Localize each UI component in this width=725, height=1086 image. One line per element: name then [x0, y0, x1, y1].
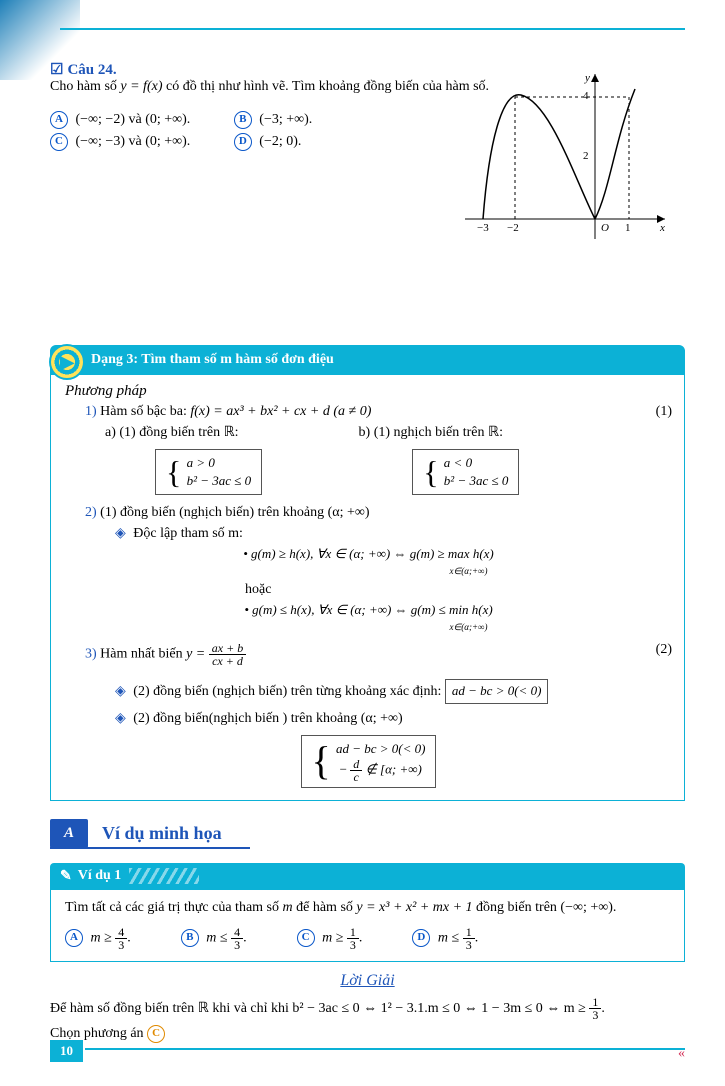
- vidu-header: Ví dụ 1: [50, 863, 685, 890]
- box-a-l1: a > 0: [187, 455, 215, 470]
- option-A-text: (−∞; −2) và (0; +∞).: [76, 112, 191, 127]
- options-col-2: B (−3; +∞). D (−2; 0).: [234, 107, 313, 155]
- num-2: 2): [85, 505, 97, 520]
- sub3b-line: ◈ (2) đồng biến(nghịch biến ) trên khoản…: [115, 710, 672, 727]
- phuong-phap: Phương pháp: [65, 383, 672, 400]
- tick-1: 1: [625, 222, 631, 234]
- item1-eq: f(x) = ax³ + bx² + cx + d (a ≠ 0): [190, 404, 371, 419]
- box-b-l1: a < 0: [444, 455, 472, 470]
- circle-D-icon: D: [234, 133, 252, 151]
- sub3a-line: ◈ (2) đồng biến (nghịch biến) trên từng …: [115, 675, 672, 703]
- pencil-icon: [60, 868, 78, 885]
- answer-badge: C: [147, 1025, 165, 1043]
- num-3: 3): [85, 647, 97, 662]
- circle-A-icon: A: [50, 111, 68, 129]
- box-b-l2: b² − 3ac ≤ 0: [444, 473, 509, 488]
- graph-svg: x y O −3 −2 1 2 4: [455, 69, 675, 249]
- vidu-label: Ví dụ 1: [78, 868, 122, 884]
- vidu-opt-A[interactable]: A m ≥ 43.: [65, 926, 131, 951]
- method-2: 2) (1) đồng biến (nghịch biến) trên khoả…: [85, 505, 672, 521]
- box-b: { a < 0 b² − 3ac ≤ 0: [412, 449, 519, 495]
- box3a: ad − bc > 0(< 0): [445, 679, 549, 703]
- loi-giai: Lời Giải: [50, 972, 685, 990]
- dang-title: Dạng 3: Tìm tham số m hàm số đơn điệu: [91, 352, 334, 367]
- vidu-options: A m ≥ 43. B m ≤ 43. C m ≥ 13. D m ≤ 13.: [65, 926, 670, 951]
- top-border: [60, 28, 685, 30]
- stem-fn: y = f(x): [120, 79, 162, 94]
- num-1: 1): [85, 404, 97, 419]
- section-A-title: Ví dụ minh họa: [102, 823, 222, 844]
- origin-label: O: [601, 222, 609, 234]
- example-box: Tìm tất cả các giá trị thực của tham số …: [50, 890, 685, 962]
- circle-C-icon: C: [50, 133, 68, 151]
- item1-text: Hàm số bậc ba:: [100, 404, 190, 419]
- sub-ab: a) (1) đồng biến trên ℝ: b) (1) nghịch b…: [105, 424, 672, 441]
- doc-lap: ◈ Độc lập tham số m:: [115, 525, 672, 542]
- slash-decor: [129, 868, 199, 884]
- graph: x y O −3 −2 1 2 4: [455, 69, 675, 249]
- option-D[interactable]: D (−2; 0).: [234, 133, 313, 151]
- tick-y4: 4: [583, 90, 589, 102]
- sub3a-text: (2) đồng biến (nghịch biến) trên từng kh…: [133, 684, 445, 699]
- x-axis-label: x: [659, 222, 665, 234]
- option-C[interactable]: C (−∞; −3) và (0; +∞).: [50, 133, 190, 151]
- quote-mark-icon: «: [678, 1046, 685, 1062]
- box-a: { a > 0 b² − 3ac ≤ 0: [155, 449, 262, 495]
- sub-b: b) (1) nghịch biến trên ℝ:: [359, 424, 503, 441]
- stem-b: có đồ thị như hình vẽ. Tìm khoảng đồng b…: [166, 79, 489, 94]
- diamond-icon-1: ◈: [115, 526, 126, 541]
- corner-gradient: [0, 0, 80, 80]
- section-A: A Ví dụ minh họa: [50, 819, 685, 849]
- eqno-1: (1): [656, 404, 672, 420]
- box-a-l2: b² − 3ac ≤ 0: [187, 473, 252, 488]
- question-body: Cho hàm số y = f(x) có đồ thị như hình v…: [50, 79, 685, 155]
- tick-m3: −3: [477, 222, 489, 234]
- option-A[interactable]: A (−∞; −2) và (0; +∞).: [50, 111, 190, 129]
- doc-lap-text: Độc lập tham số m:: [133, 526, 243, 541]
- sub-a: a) (1) đồng biến trên ℝ:: [105, 424, 239, 441]
- sub3b-text: (2) đồng biến(nghịch biến ) trên khoảng …: [133, 711, 402, 726]
- item2-text: (1) đồng biến (nghịch biến) trên khoảng …: [100, 505, 369, 520]
- section-A-tab: A: [50, 819, 88, 848]
- hoac: hoặc: [245, 582, 672, 598]
- diamond-icon-2: ◈: [115, 684, 126, 699]
- tick-m2: −2: [507, 222, 519, 234]
- circle-B-icon: B: [234, 111, 252, 129]
- method-1: 1) Hàm số bậc ba: f(x) = ax³ + bx² + cx …: [85, 404, 672, 420]
- box3b: { ad − bc > 0(< 0) − d c ∉ [α; +∞): [301, 735, 437, 788]
- method-box: Phương pháp 1) Hàm số bậc ba: f(x) = ax³…: [50, 375, 685, 801]
- option-D-text: (−2; 0).: [259, 134, 301, 149]
- vidu-text: Tìm tất cả các giá trị thực của tham số …: [65, 900, 670, 916]
- tick-y2: 2: [583, 150, 589, 162]
- option-B-text: (−3; +∞).: [259, 112, 312, 127]
- option-C-text: (−∞; −3) và (0; +∞).: [76, 134, 191, 149]
- item3-text: Hàm nhất biến: [100, 647, 186, 662]
- option-B[interactable]: B (−3; +∞).: [234, 111, 313, 129]
- cond1: • g(m) ≥ h(x), ∀x ∈ (α; +∞) ⇔ g(m) ≥ max…: [65, 546, 672, 578]
- page-number: 10: [50, 1040, 83, 1062]
- solution: Để hàm số đồng biến trên ℝ khi và chỉ kh…: [50, 996, 685, 1046]
- cond2: • g(m) ≤ h(x), ∀x ∈ (α; +∞) ⇔ g(m) ≤ min…: [65, 602, 672, 634]
- vidu-opt-C[interactable]: C m ≥ 13.: [297, 926, 363, 951]
- vidu-opt-D[interactable]: D m ≤ 13.: [412, 926, 478, 951]
- y-axis-label: y: [584, 72, 590, 84]
- diamond-icon-3: ◈: [115, 711, 126, 726]
- page: Câu 24. Cho hàm số y = f(x) có đồ thị nh…: [0, 0, 725, 1086]
- options-col-1: A (−∞; −2) và (0; +∞). C (−∞; −3) và (0;…: [50, 107, 190, 155]
- dang-header: ▶ Dạng 3: Tìm tham số m hàm số đơn điệu: [50, 345, 685, 375]
- eqno-2: (2): [656, 642, 672, 658]
- box3b-wrap: { ad − bc > 0(< 0) − d c ∉ [α; +∞): [65, 731, 672, 788]
- vidu-opt-B[interactable]: B m ≤ 43.: [181, 926, 247, 951]
- method-3: 3) Hàm nhất biến y = ax + b cx + d (2): [85, 642, 672, 667]
- dang-icon: ▶: [49, 344, 85, 380]
- bottom-border: [85, 1048, 685, 1050]
- stem-a: Cho hàm số: [50, 79, 120, 94]
